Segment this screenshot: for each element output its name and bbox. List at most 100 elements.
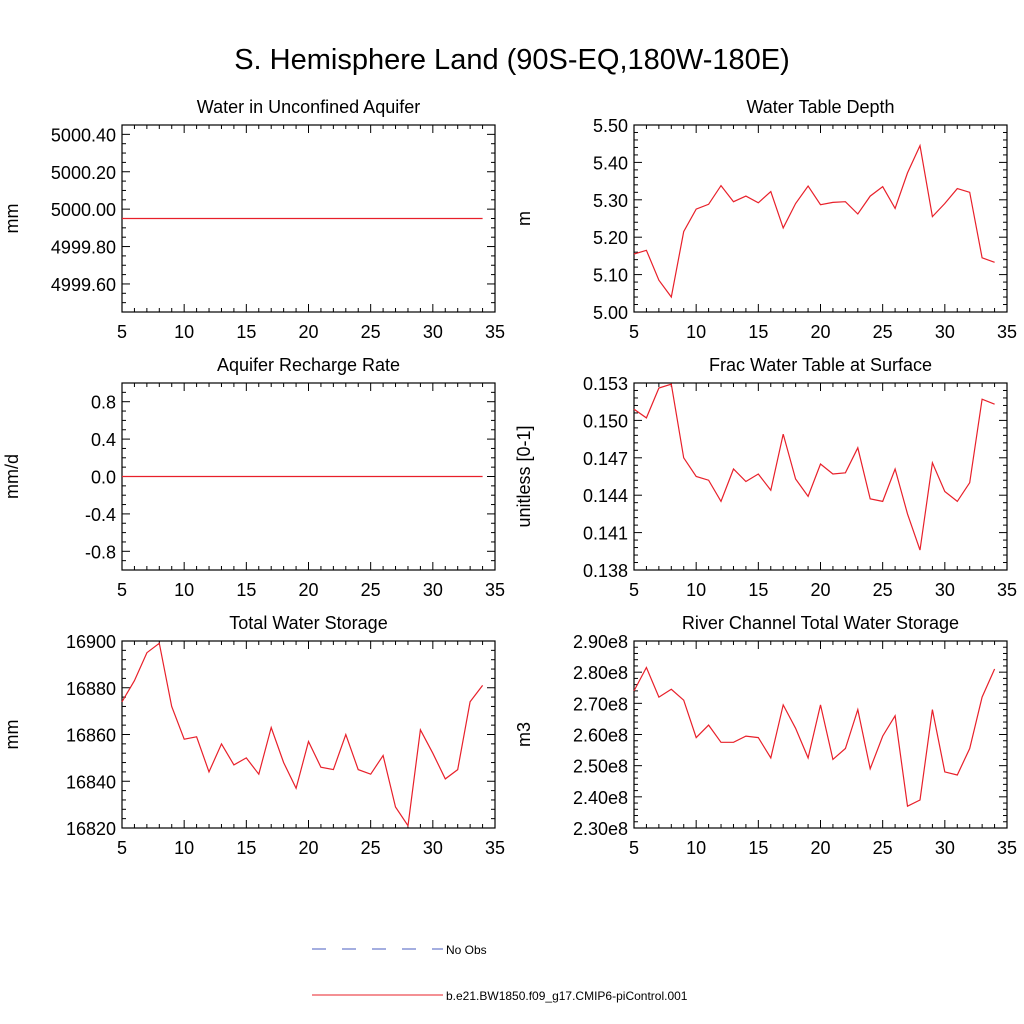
legend: No Obs b.e21.BW1850.f09_g17.CMIP6-piContr… [312,943,688,1003]
x-tick-label: 30 [423,838,443,858]
panel-6: River Channel Total Water Storage m3 5 10 15… [514,613,1017,858]
x-tick-label: 15 [748,580,768,600]
panel-title: Total Water Storage [229,613,387,633]
x-tick-label: 5 [629,580,639,600]
x-tick-label: 30 [935,580,955,600]
x-tick-label: 15 [748,322,768,342]
panel-title: Water in Unconfined Aquifer [197,97,420,117]
x-tick-label: 10 [174,838,194,858]
y-tick-label: 0.8 [91,393,116,413]
y-tick-label: -0.8 [85,542,116,562]
y-tick-label: 4999.60 [51,275,116,295]
y-tick-label: 5.00 [593,303,628,323]
x-tick-label: 20 [298,838,318,858]
series-line [633,383,995,551]
panel-4: Frac Water Table at Surface unitless [0-1… [514,355,1017,600]
panel-title: Frac Water Table at Surface [709,355,932,375]
panel-title: Aquifer Recharge Rate [217,355,400,375]
x-tick-label: 25 [873,322,893,342]
y-tick-label: 4999.80 [51,238,116,258]
x-tick-label: 35 [997,580,1017,600]
x-tick-label: 20 [298,580,318,600]
plot-frame [633,382,1008,571]
x-tick-label: 5 [117,322,127,342]
y-tick-label: 5.30 [593,191,628,211]
x-tick-label: 10 [174,322,194,342]
x-tick-label: 35 [485,838,505,858]
x-tick-label: 25 [361,580,381,600]
y-tick-label: 2.60e8 [573,726,628,746]
x-tick-label: 15 [236,322,256,342]
y-tick-label: 2.50e8 [573,757,628,777]
y-tick-label: 0.141 [583,524,628,544]
x-tick-label: 25 [873,838,893,858]
y-tick-label: 16840 [66,772,116,792]
panel-2: Water Table Depth m 5 10 15 20 25 30 35 5.00 5.10 5… [514,97,1017,342]
panel-3: Aquifer Recharge Rate mm/d 5 10 15 20 25 30 35 -0… [2,355,505,600]
y-axis-label: mm [2,204,22,234]
x-tick-label: 35 [997,322,1017,342]
y-tick-label: 2.80e8 [573,663,628,683]
y-tick-label: 5000.20 [51,163,116,183]
y-tick-label: 5000.40 [51,125,116,145]
x-tick-label: 5 [629,322,639,342]
x-tick-label: 25 [361,322,381,342]
chart-panels: Water in Unconfined Aquifer mm 5 10 15 20 25 30… [2,97,1017,858]
y-tick-label: 0.144 [583,486,628,506]
x-tick-label: 30 [935,322,955,342]
panel-title: River Channel Total Water Storage [682,613,959,633]
x-tick-label: 10 [686,838,706,858]
x-tick-label: 30 [935,838,955,858]
plot-frame [121,640,496,829]
y-axis-label: mm/d [2,454,22,499]
y-tick-label: 0.4 [91,430,116,450]
x-tick-label: 25 [361,838,381,858]
x-tick-label: 15 [236,580,256,600]
x-tick-label: 30 [423,322,443,342]
y-tick-label: 2.30e8 [573,819,628,839]
series-line [633,143,995,299]
x-tick-label: 25 [873,580,893,600]
x-tick-label: 5 [629,838,639,858]
x-tick-label: 10 [686,322,706,342]
y-tick-label: 16820 [66,819,116,839]
legend-label: b.e21.BW1850.f09_g17.CMIP6-piControl.001 [446,989,688,1003]
figure-title: S. Hemisphere Land (90S-EQ,180W-180E) [234,44,790,76]
y-tick-label: 2.40e8 [573,788,628,808]
panel-5: Total Water Storage mm 5 10 15 20 25 30 35 16820 1… [2,613,505,858]
y-tick-label: -0.4 [85,505,116,525]
x-tick-label: 20 [298,322,318,342]
plot-frame [633,124,1008,313]
y-tick-label: 5.40 [593,153,628,173]
y-axis-label: m [514,211,534,226]
series-line [121,642,484,828]
x-tick-label: 10 [174,580,194,600]
x-tick-label: 5 [117,580,127,600]
plot-frame [633,640,1008,829]
x-tick-label: 35 [485,322,505,342]
y-tick-label: 0.138 [583,561,628,581]
x-tick-label: 35 [485,580,505,600]
y-tick-label: 5000.00 [51,200,116,220]
y-tick-label: 2.90e8 [573,632,628,652]
x-tick-label: 20 [810,838,830,858]
y-axis-label: unitless [0-1] [514,425,534,527]
legend-label: No Obs [446,943,487,957]
x-tick-label: 15 [748,838,768,858]
y-axis-label: mm [2,720,22,750]
y-tick-label: 16860 [66,726,116,746]
panel-title: Water Table Depth [746,97,894,117]
y-tick-label: 0.0 [91,468,116,488]
x-tick-label: 20 [810,322,830,342]
panel-1: Water in Unconfined Aquifer mm 5 10 15 20 25 30… [2,97,505,342]
series-line [633,666,996,808]
y-tick-label: 0.147 [583,449,628,469]
y-tick-label: 0.150 [583,411,628,431]
y-tick-label: 16880 [66,679,116,699]
y-tick-label: 5.10 [593,266,628,286]
y-tick-label: 5.20 [593,228,628,248]
y-tick-label: 5.50 [593,116,628,136]
x-tick-label: 30 [423,580,443,600]
y-tick-label: 16900 [66,632,116,652]
